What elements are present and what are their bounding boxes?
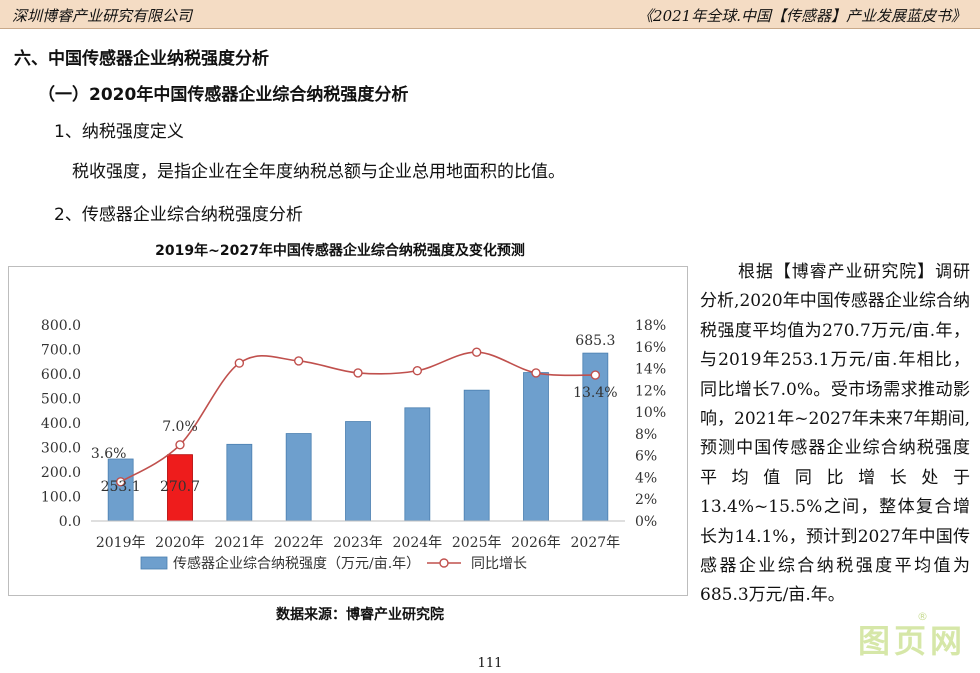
y-left-tick-label: 800.0: [41, 318, 81, 334]
growth-data-label: 13.4%: [573, 385, 617, 401]
y-left-tick-label: 700.0: [41, 343, 81, 359]
bar-data-label: 270.7: [160, 479, 200, 495]
definition-heading: 1、纳税强度定义: [54, 122, 184, 142]
header-company: 深圳博睿产业研究有限公司: [12, 7, 193, 25]
growth-point-2020年: [175, 440, 185, 450]
y-left-tick-label: 100.0: [41, 490, 81, 506]
y-left-tick-label: 600.0: [41, 367, 81, 383]
y-right-tick-label: 10%: [635, 405, 666, 421]
y-right-tick-label: 0%: [635, 514, 657, 530]
x-tick-label: 2023年: [333, 535, 383, 551]
growth-point-2023年: [353, 368, 363, 378]
analysis-paragraph: 根据【博睿产业研究院】调研分析,2020年中国传感器企业综合纳税强度平均值为27…: [700, 262, 970, 606]
bar-2024年: [404, 407, 431, 522]
bar-2020年: [167, 454, 193, 522]
y-right-tick-label: 2%: [635, 492, 657, 508]
growth-point-2019年: [115, 477, 126, 487]
page-number: 111: [477, 656, 503, 671]
chart-title: 2019年~2027年中国传感器企业综合纳税强度及变化预测: [155, 243, 525, 259]
bar-2022年: [285, 433, 312, 522]
y-right-tick-label: 18%: [635, 318, 666, 334]
bar-2019年: [107, 458, 134, 522]
legend-line-label: 同比增长: [471, 556, 527, 572]
bar-2025年: [463, 389, 490, 522]
x-tick-label: 2025年: [452, 535, 502, 551]
legend-bar-label: 传感器企业综合纳税强度（万元/亩.年）: [173, 555, 420, 572]
growth-point-2025年: [471, 347, 482, 357]
definition-text: 税收强度，是指企业在全年度纳税总额与企业总用地面积的比值。: [72, 162, 565, 182]
growth-point-2024年: [412, 366, 423, 376]
data-source: 数据来源：博睿产业研究院: [276, 607, 444, 623]
growth-data-label: 3.6%: [91, 446, 127, 462]
x-tick-label: 2021年: [215, 535, 265, 551]
x-tick-label: 2019年: [96, 535, 146, 551]
watermark-logo: 图页网: [858, 622, 967, 660]
y-left-tick-label: 200.0: [41, 465, 81, 481]
chart-frame: 0.0 100.0 200.0 300.0 400.0 500.0 600.0 700.0 80…: [8, 266, 688, 596]
growth-point-2026年: [531, 368, 541, 378]
section-heading: 六、中国传感器企业纳税强度分析: [14, 49, 269, 69]
y-left-tick-label: 0.0: [59, 514, 81, 530]
watermark-registered-mark: ®: [917, 610, 928, 623]
y-right-tick-label: 14%: [635, 362, 666, 378]
bar-2026年: [523, 372, 549, 522]
x-tick-label: 2024年: [393, 535, 443, 551]
x-tick-label: 2027年: [571, 535, 621, 551]
page-header: 深圳博睿产业研究有限公司 《2021年全球.中国【传感器】产业发展蓝皮书》: [0, 0, 980, 29]
x-tick-label: 2022年: [274, 535, 324, 551]
y-left-tick-label: 400.0: [41, 416, 81, 432]
y-right-tick-label: 8%: [635, 427, 657, 443]
growth-point-2021年: [234, 358, 245, 368]
header-report-title: 《2021年全球.中国【传感器】产业发展蓝皮书》: [638, 7, 966, 25]
legend-bar-swatch: [140, 556, 168, 570]
y-right-tick-label: 12%: [635, 383, 666, 399]
y-left-tick-label: 300.0: [41, 441, 81, 457]
subsection-heading: （一）2020年中国传感器企业综合纳税强度分析: [38, 85, 409, 105]
analysis-heading: 2、传感器企业综合纳税强度分析: [54, 205, 303, 225]
bar-2021年: [226, 443, 253, 522]
bar-data-label: 253.1: [101, 479, 141, 495]
y-left-tick-label: 500.0: [41, 392, 81, 408]
bar-2027年: [582, 352, 609, 522]
growth-data-label: 7.0%: [162, 419, 198, 435]
x-tick-label: 2020年: [155, 535, 205, 551]
growth-point-2022年: [293, 356, 304, 366]
bar-2023年: [345, 421, 371, 522]
growth-point-2027年: [590, 370, 601, 380]
x-tick-label: 2026年: [511, 535, 561, 551]
chart-svg: 0.0 100.0 200.0 300.0 400.0 500.0 600.0 700.0 80…: [41, 318, 666, 572]
y-right-tick-label: 4%: [635, 470, 657, 486]
y-right-tick-label: 16%: [635, 340, 666, 356]
bar-data-label: 685.3: [575, 333, 615, 349]
legend-line-marker: [439, 558, 449, 568]
y-right-tick-label: 6%: [635, 449, 657, 465]
